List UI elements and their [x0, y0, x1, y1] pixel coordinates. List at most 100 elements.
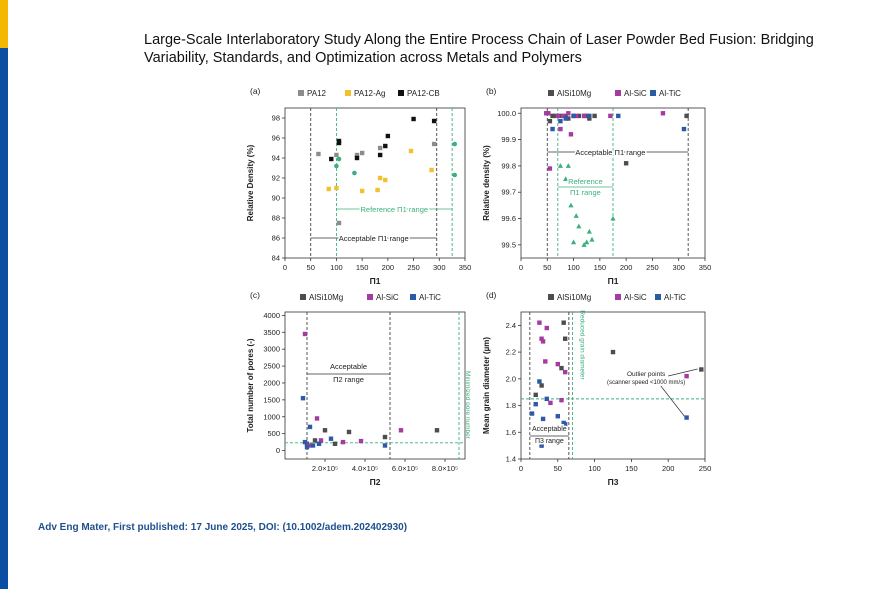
legend-entry: PA12 [307, 89, 327, 98]
data-point [328, 436, 334, 441]
outlier-arrow [668, 368, 698, 377]
data-point [684, 415, 689, 420]
y-tick-label: 2.2 [506, 348, 516, 357]
data-point [312, 438, 318, 443]
slide-title: Large-Scale Interlaboratory Study Along … [144, 32, 814, 66]
legend-marker [410, 294, 416, 300]
legend-entry: AlSi10Mg [557, 89, 591, 98]
y-axis-label: Relative Density (%) [246, 144, 255, 221]
legend-marker [367, 294, 373, 300]
reference-range-label: Π1 range [570, 188, 601, 197]
x-tick-label: 6.0×10⁵ [392, 464, 418, 473]
data-point [576, 223, 582, 229]
data-point [563, 176, 569, 182]
data-point [382, 434, 388, 440]
x-tick-label: 200 [620, 263, 633, 272]
data-point [571, 113, 576, 119]
plot-frame [520, 311, 706, 460]
plot-frame [284, 107, 466, 259]
legend-marker [548, 294, 554, 300]
data-point [548, 400, 553, 406]
y-tick-label: 2.4 [506, 321, 516, 330]
data-point [555, 361, 560, 367]
acceptable-range-label: Π2 range [333, 375, 364, 384]
data-point [358, 438, 364, 444]
data-point [537, 379, 542, 384]
x-tick-label: 250 [646, 263, 659, 272]
y-tick-label: 0 [276, 446, 280, 455]
y-tick-label: 86 [272, 234, 280, 243]
data-point [570, 239, 577, 245]
data-point [302, 331, 308, 337]
x-tick-label: 50 [543, 263, 551, 272]
data-point [540, 339, 546, 344]
y-tick-label: 2.0 [506, 374, 516, 383]
data-point [555, 414, 560, 419]
data-point [555, 113, 560, 119]
data-point [533, 402, 538, 407]
legend-marker [655, 294, 661, 300]
plot-frame [284, 311, 466, 460]
data-point [383, 177, 388, 183]
data-point [616, 113, 621, 119]
data-point [316, 441, 322, 446]
data-point [383, 143, 388, 149]
data-point [559, 365, 564, 371]
data-point [547, 166, 553, 171]
data-point [346, 429, 352, 435]
outlier-label: Outlier points [627, 371, 666, 378]
data-point [529, 411, 535, 416]
data-point [546, 111, 551, 116]
reference-range-label: Reference [568, 177, 603, 186]
data-point [660, 111, 666, 116]
panel-label: (b) [486, 86, 497, 96]
data-point [340, 439, 346, 445]
data-point [336, 138, 342, 144]
reduced-grain-label: Reduced grain diameter [579, 310, 586, 380]
x-tick-label: 4.0×10⁵ [352, 464, 378, 473]
y-tick-label: 2000 [263, 378, 280, 387]
data-point [318, 438, 324, 443]
data-point [566, 111, 571, 116]
data-point [322, 428, 328, 433]
x-tick-label: 100 [330, 263, 343, 272]
y-tick-label: 1.4 [506, 455, 516, 464]
chart-panel-4: (d) AlSi10Mg Al-SiC Al-TiC 0 50 100 150 200 250 1.… [482, 290, 711, 487]
data-point [561, 320, 566, 325]
x-tick-label: 150 [356, 263, 369, 272]
chart-panel-2: (b) AlSi10Mg Al-SiC Al-TiC 0 50 100 150 200 250 30… [482, 86, 711, 286]
data-point [539, 383, 544, 388]
data-point [559, 398, 564, 403]
citation-footer: Adv Eng Mater, First published: 17 June … [38, 522, 408, 533]
y-tick-label: 4000 [263, 311, 280, 320]
y-tick-label: 99.5 [501, 240, 516, 249]
reference-range-label: Reference Π1 range [361, 205, 429, 214]
y-tick-label: 1500 [263, 395, 280, 404]
y-axis-label: Mean grain diameter (µm) [482, 337, 491, 434]
legend-marker [345, 90, 351, 96]
x-tick-label: 350 [459, 263, 472, 272]
y-tick-label: 100.0 [497, 109, 516, 118]
data-point [552, 113, 558, 119]
data-point [382, 443, 388, 448]
acceptable-range-label: Π3 range [535, 438, 564, 445]
x-axis-label: Π2 [370, 477, 381, 487]
y-tick-label: 84 [272, 254, 280, 263]
data-point [537, 320, 542, 325]
data-point [411, 116, 416, 122]
data-point [560, 113, 566, 119]
data-point [589, 236, 595, 242]
data-point [352, 170, 357, 176]
y-tick-label: 1.8 [506, 401, 516, 410]
data-point [562, 369, 568, 375]
data-point [452, 172, 458, 178]
panel-label: (a) [250, 86, 261, 96]
data-point [623, 161, 629, 166]
data-point [581, 113, 587, 119]
data-point [547, 118, 553, 124]
data-point [540, 416, 546, 422]
x-tick-label: 150 [594, 263, 607, 272]
x-tick-label: 50 [554, 464, 562, 473]
data-point [587, 116, 592, 121]
x-tick-label: 2.0×10⁵ [312, 464, 338, 473]
